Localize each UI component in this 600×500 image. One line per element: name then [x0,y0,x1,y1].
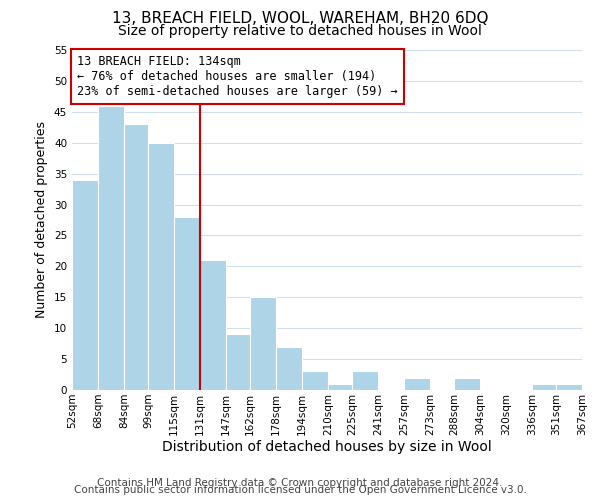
Text: 13, BREACH FIELD, WOOL, WAREHAM, BH20 6DQ: 13, BREACH FIELD, WOOL, WAREHAM, BH20 6D… [112,11,488,26]
Bar [250,298,276,390]
Bar [302,372,328,390]
Text: Contains HM Land Registry data © Crown copyright and database right 2024.: Contains HM Land Registry data © Crown c… [97,478,503,488]
Bar [72,180,98,390]
Bar [200,260,226,390]
Bar [148,142,174,390]
Bar [532,384,556,390]
Bar [404,378,430,390]
Text: Contains public sector information licensed under the Open Government Licence v3: Contains public sector information licen… [74,485,526,495]
Bar [98,106,124,390]
Bar [352,372,378,390]
Bar [276,346,302,390]
X-axis label: Distribution of detached houses by size in Wool: Distribution of detached houses by size … [162,440,492,454]
Bar [124,124,148,390]
Y-axis label: Number of detached properties: Number of detached properties [35,122,49,318]
Bar [174,217,200,390]
Bar [454,378,480,390]
Bar [328,384,352,390]
Text: 13 BREACH FIELD: 134sqm
← 76% of detached houses are smaller (194)
23% of semi-d: 13 BREACH FIELD: 134sqm ← 76% of detache… [77,55,398,98]
Bar [226,334,250,390]
Bar [556,384,582,390]
Text: Size of property relative to detached houses in Wool: Size of property relative to detached ho… [118,24,482,38]
